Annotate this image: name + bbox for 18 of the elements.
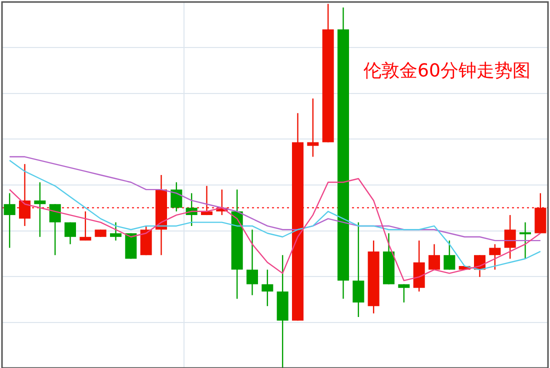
candlestick bbox=[398, 284, 410, 304]
candlestick bbox=[49, 204, 61, 256]
candlestick bbox=[504, 214, 516, 260]
text: 伦敦金60分钟走势图 bbox=[364, 60, 530, 82]
candlestick bbox=[428, 244, 440, 270]
candlestick bbox=[64, 222, 76, 245]
candlestick bbox=[4, 192, 16, 248]
candlestick bbox=[246, 229, 258, 296]
candlestick bbox=[34, 182, 46, 238]
candlestick bbox=[18, 163, 31, 227]
candlestick bbox=[80, 210, 92, 242]
candlestick bbox=[262, 269, 274, 307]
candlestick bbox=[110, 222, 122, 242]
candlestick bbox=[444, 240, 456, 270]
candlestick bbox=[352, 222, 364, 318]
candlestick bbox=[170, 182, 182, 212]
candlestick bbox=[307, 98, 319, 158]
candlestick bbox=[489, 244, 501, 270]
